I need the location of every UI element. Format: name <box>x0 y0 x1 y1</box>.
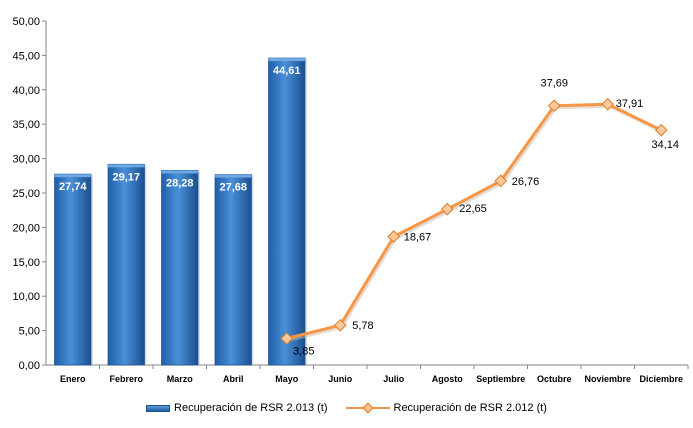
bar-top-highlight <box>215 174 252 178</box>
bar <box>214 174 252 366</box>
bar-top-highlight <box>268 58 305 62</box>
line-marker <box>333 318 347 332</box>
line-marker <box>280 332 294 345</box>
y-tick-label: 25,00 <box>12 188 40 200</box>
y-tick-label: 45,00 <box>12 50 40 62</box>
line-marker <box>494 174 508 188</box>
line-marker <box>440 202 454 216</box>
x-tick-label: Abril <box>223 374 244 384</box>
bar-top-highlight <box>54 174 91 178</box>
y-tick-label: 10,00 <box>12 291 40 303</box>
x-tick-label: Diciembre <box>639 374 683 384</box>
line-data-label: 37,91 <box>616 98 644 110</box>
x-tick-label: Agosto <box>432 374 463 384</box>
bar-series: 27,74 29,17 28,28 27,68 44,61 <box>54 57 307 366</box>
legend: Recuperación de RSR 2.013 (t) Recuperaci… <box>0 398 693 418</box>
bar-data-label: 29,17 <box>112 171 140 183</box>
y-tick-label: 30,00 <box>12 154 40 166</box>
line-data-label: 3,85 <box>293 346 314 358</box>
x-tick-label: Junio <box>328 374 353 384</box>
legend-label-line: Recuperación de RSR 2.012 (t) <box>393 402 547 414</box>
y-tick-label: 20,00 <box>12 222 40 234</box>
bar-data-label: 44,61 <box>273 65 301 77</box>
line-path <box>286 102 662 340</box>
bar <box>268 57 306 366</box>
bar-data-label: 28,28 <box>166 177 194 189</box>
legend-label-bars: Recuperación de RSR 2.013 (t) <box>174 402 328 414</box>
line-marker <box>387 230 401 243</box>
bar-data-label: 27,74 <box>59 181 87 193</box>
line-data-label: 5,78 <box>352 320 373 332</box>
bar <box>54 173 92 366</box>
y-tick-label: 40,00 <box>12 85 40 97</box>
x-tick-label: Mayo <box>275 374 299 384</box>
legend-item-line: Recuperación de RSR 2.012 (t) <box>345 402 547 414</box>
y-tick-label: 50,00 <box>12 16 40 28</box>
x-tick-label: Febrero <box>109 374 143 384</box>
line-data-label: 18,67 <box>404 232 432 244</box>
legend-line-swatch <box>345 403 390 413</box>
x-tick-label: Noviembre <box>584 374 631 384</box>
bar <box>161 170 199 366</box>
chart: 0,00 5,00 10,00 15,00 20,00 25,00 30,00 35,00 40… <box>12 16 689 384</box>
y-tick-label: 15,00 <box>12 257 40 269</box>
y-tick-label: 0,00 <box>19 360 40 372</box>
x-tick-label: Octubre <box>537 374 572 384</box>
x-tick-label: Julio <box>383 374 405 384</box>
legend-bar-swatch <box>146 404 171 412</box>
y-tick-label: 5,00 <box>19 326 40 338</box>
legend-item-bars: Recuperación de RSR 2.013 (t) <box>146 402 328 414</box>
y-tick-label: 35,00 <box>12 119 40 131</box>
line-series: 3,85 5,78 18,67 22,65 26,76 37,69 37,91 34,14 <box>280 78 679 358</box>
line-marker <box>547 99 561 113</box>
x-tick-label: Enero <box>60 374 86 384</box>
bar <box>107 163 145 366</box>
axes: 0,00 5,00 10,00 15,00 20,00 25,00 30,00 35,00 40… <box>12 16 689 384</box>
line-marker <box>601 97 615 111</box>
line-marker <box>654 123 668 137</box>
line-shadow <box>287 104 664 342</box>
bar-data-label: 27,68 <box>219 182 247 194</box>
line-data-label: 34,14 <box>651 139 679 151</box>
line-data-label: 37,69 <box>540 78 568 90</box>
bar-top-highlight <box>108 164 145 168</box>
x-tick-label: Septiembre <box>476 374 525 384</box>
x-tick-label: Marzo <box>167 374 194 384</box>
bar-top-highlight <box>161 170 198 174</box>
line-data-label: 26,76 <box>512 176 540 188</box>
line-data-label: 22,65 <box>459 203 487 215</box>
